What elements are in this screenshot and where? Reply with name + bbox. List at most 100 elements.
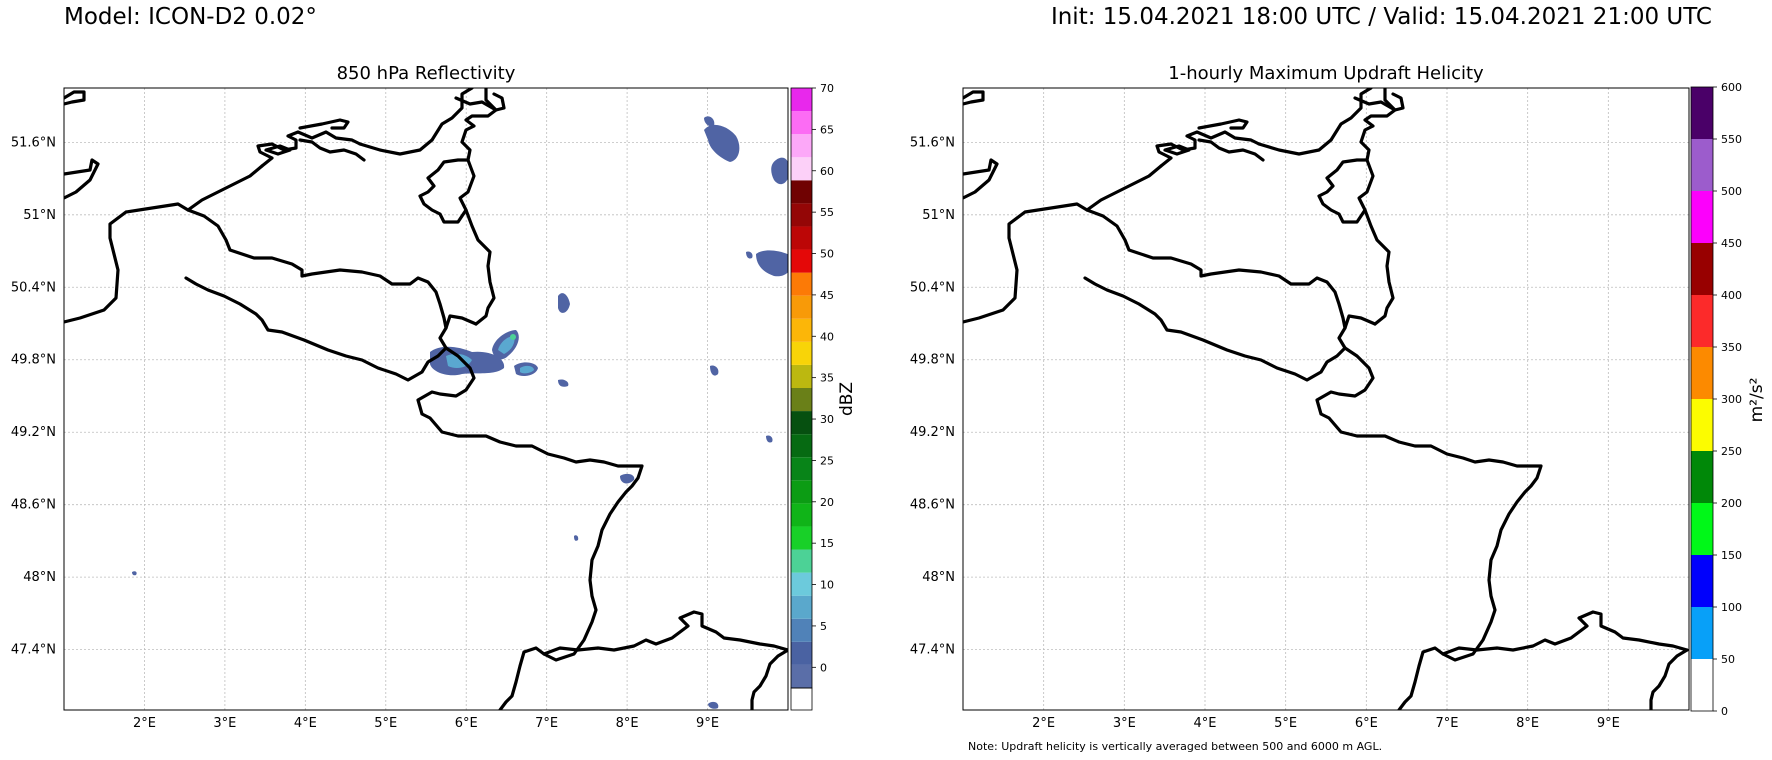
lon-label: 6°E — [455, 716, 478, 731]
lon-label: 4°E — [1194, 716, 1217, 731]
country-border — [750, 648, 788, 710]
lat-label: 49.2°N — [11, 425, 56, 440]
colorbar-tick-label: 200 — [1721, 497, 1742, 510]
country-border — [1343, 314, 1377, 330]
colorbar-tick-label: 70 — [820, 82, 834, 95]
lat-label: 49.2°N — [910, 425, 955, 440]
colorbar-band — [791, 503, 812, 527]
colorbar-label: m²/s² — [1747, 378, 1767, 423]
country-border — [963, 164, 1163, 324]
colorbar-band — [791, 295, 812, 319]
country-border — [298, 118, 350, 130]
colorbar-band — [1691, 139, 1713, 191]
colorbar-tick-label: 20 — [820, 496, 834, 509]
colorbar-band — [791, 457, 812, 481]
country-border — [1155, 130, 1261, 168]
colorbar-band — [791, 134, 812, 158]
colorbar-extension — [790, 687, 813, 711]
colorbar-tick-label: 0 — [1721, 705, 1728, 718]
colorbar-band — [1691, 243, 1713, 295]
lat-label: 48.6°N — [11, 498, 56, 513]
country-border — [358, 138, 434, 156]
echo-cell — [771, 157, 788, 185]
colorbar-tick-label: 150 — [1721, 549, 1742, 562]
colorbar-band — [791, 549, 812, 573]
country-border — [1441, 610, 1689, 656]
country-border — [416, 346, 644, 710]
colorbar-tick-label: 400 — [1721, 289, 1742, 302]
lon-label: 7°E — [1436, 716, 1459, 731]
colorbar-band — [791, 111, 812, 135]
reflectivity-colorbar: 0 5 10 15 20 25 30 35 40 45 50 55 60 65 70 dBZ — [790, 82, 857, 711]
colorbar-tick-label: 550 — [1721, 133, 1742, 146]
echo-cell — [620, 473, 635, 484]
country-border — [298, 138, 366, 162]
colorbar-band — [791, 480, 812, 504]
colorbar-band — [791, 388, 812, 412]
helicity-note: Note: Updraft helicity is vertically ave… — [968, 740, 1383, 753]
country-border — [1197, 118, 1249, 130]
model-title: Model: ICON-D2 0.02° — [64, 4, 317, 30]
lon-label: 5°E — [374, 716, 397, 731]
colorbar-tick-label: 60 — [820, 165, 834, 178]
helicity-colorbar: 0 50 100 150 200 250 300 350 400 450 500 550 600 m²/s… — [1690, 81, 1767, 718]
country-border — [64, 90, 86, 106]
country-border — [1329, 88, 1373, 142]
country-border — [963, 158, 999, 200]
lat-label: 48°N — [922, 570, 955, 585]
echo-cell — [520, 365, 534, 374]
reflectivity-panel-title: 850 hPa Reflectivity — [336, 63, 516, 84]
colorbar-tick-label: 0 — [820, 661, 827, 674]
lat-label: 47.4°N — [11, 643, 56, 658]
lon-label: 2°E — [133, 716, 156, 731]
colorbar-band — [791, 157, 812, 181]
colorbar-tick-label: 350 — [1721, 341, 1742, 354]
colorbar-band — [1691, 347, 1713, 399]
echo-cell — [710, 365, 719, 376]
lon-label: 2°E — [1032, 716, 1055, 731]
colorbar-band — [791, 341, 812, 365]
country-border — [64, 158, 100, 200]
lat-label: 48°N — [23, 570, 56, 585]
colorbar-band — [1691, 191, 1713, 243]
colorbar-band — [791, 434, 812, 458]
lat-label: 49.8°N — [11, 353, 56, 368]
colorbar-band — [1691, 87, 1713, 139]
lon-label: 9°E — [696, 716, 719, 731]
reflectivity-gridlines — [64, 88, 788, 710]
country-border — [430, 88, 474, 142]
colorbar-band — [1691, 451, 1713, 503]
colorbar-band — [1691, 555, 1713, 607]
echo-cell — [132, 571, 137, 576]
colorbar-band — [791, 364, 812, 388]
country-border — [64, 164, 264, 324]
colorbar-label: dBZ — [837, 382, 857, 416]
lat-label: 49.8°N — [910, 353, 955, 368]
colorbar-band — [1691, 295, 1713, 347]
country-border — [460, 88, 498, 162]
lon-label: 8°E — [1516, 716, 1539, 731]
colorbar-tick-label: 50 — [1721, 653, 1735, 666]
colorbar-band — [791, 641, 812, 665]
colorbar-band — [791, 572, 812, 596]
helicity-gridlines — [963, 88, 1689, 710]
colorbar-band — [1691, 659, 1713, 711]
colorbar-tick-label: 300 — [1721, 393, 1742, 406]
echo-cell — [756, 250, 788, 277]
helicity-map[interactable]: 51.6°N 51°N 50.4°N 49.8°N 49.2°N 48.6°N 48°N 47… — [910, 87, 1690, 731]
reflectivity-lon-labels: 2°E 3°E 4°E 5°E 6°E 7°E 8°E 9°E — [133, 716, 719, 731]
colorbar-tick-label: 100 — [1721, 601, 1742, 614]
country-border — [1083, 208, 1347, 382]
lon-label: 4°E — [294, 716, 317, 731]
colorbar-band — [791, 88, 812, 112]
country-border — [1649, 648, 1689, 710]
helicity-map-frame — [962, 87, 1690, 711]
reflectivity-map[interactable]: 51.6°N 51°N 50.4°N 49.8°N 49.2°N 48.6°N 48°N 47… — [11, 87, 792, 731]
country-border — [1197, 138, 1265, 162]
colorbar-tick-label: 450 — [1721, 237, 1742, 250]
lat-label: 48.6°N — [910, 498, 955, 513]
country-border — [264, 144, 292, 156]
colorbar-frame — [790, 87, 813, 689]
country-border — [184, 208, 448, 382]
country-border — [1317, 158, 1375, 224]
